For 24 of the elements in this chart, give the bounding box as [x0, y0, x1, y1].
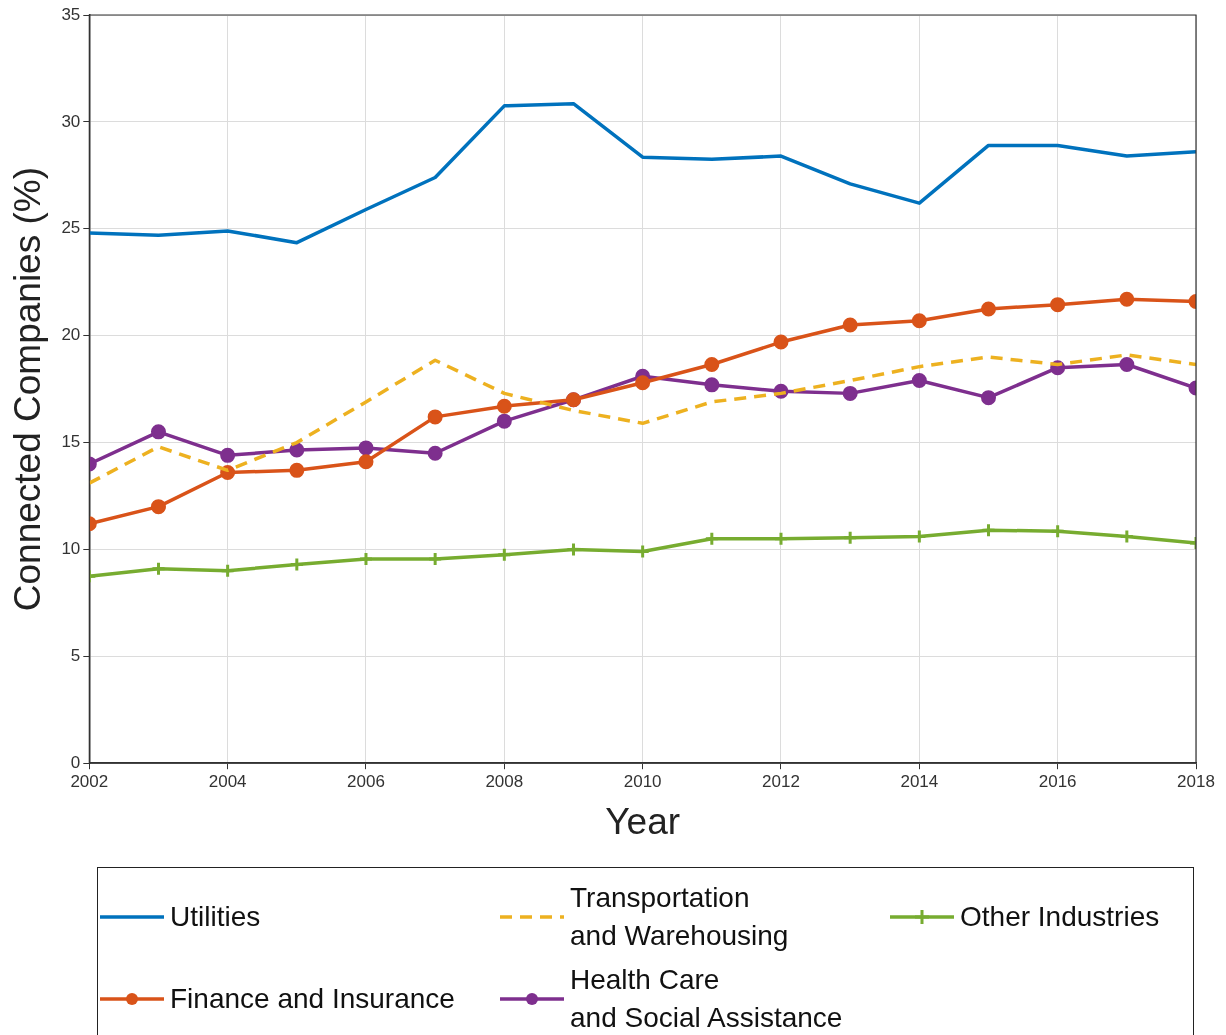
x-tick-label: 2002 — [70, 772, 109, 792]
y-tick-label: 35 — [61, 4, 81, 24]
y-tick-label: 25 — [61, 218, 81, 238]
x-tick-label: 2012 — [762, 772, 800, 792]
x-tick-label: 2004 — [208, 772, 247, 792]
legend-label: Utilities — [170, 900, 261, 934]
y-tick-label: 15 — [61, 432, 81, 452]
y-tick-label: 20 — [61, 325, 81, 345]
x-tick-label: 2016 — [1038, 772, 1077, 792]
y-tick-label: 30 — [61, 111, 81, 131]
x-tick-label: 2014 — [900, 772, 939, 792]
legend-label: Other Industries — [960, 900, 1160, 934]
y-tick-label: 10 — [61, 539, 81, 559]
x-tick-label: 2006 — [347, 772, 385, 792]
x-tick-label: 2018 — [1177, 772, 1215, 792]
legend-label: Finance and Insurance — [170, 982, 455, 1016]
legend-label: Transportation and Warehousing — [570, 881, 789, 953]
x-axis-title: Year — [605, 801, 681, 842]
x-tick-label: 2010 — [623, 772, 662, 792]
x-tick-label: 2008 — [485, 772, 524, 792]
y-tick-label: 5 — [70, 646, 81, 665]
y-axis-title: Connected Companies (%) — [7, 166, 49, 612]
y-tick-label: 0 — [70, 752, 81, 772]
legend-label: Health Care and Social Assistance — [570, 963, 843, 1035]
